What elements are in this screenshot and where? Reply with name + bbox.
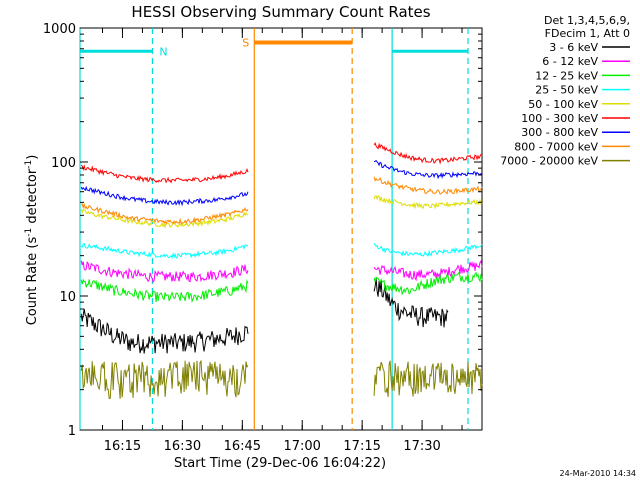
legend-entry-label: 300 - 800 keV [521,126,598,139]
x-tick-label: 17:15 [343,439,380,454]
legend-entry-label: 50 - 100 keV [528,98,598,111]
series-line-segment-2 [373,278,449,328]
legend-entry-label: 12 - 25 keV [535,69,598,82]
annotation-layer: NS [79,28,469,430]
legend-entry-label: 6 - 12 keV [542,55,598,68]
series-line-segment-1 [80,164,249,184]
plot-frame [79,27,483,431]
series-line-segment-1 [80,202,249,226]
x-axis-label: Start Time (29-Dec-06 16:04:22) [174,456,386,471]
y-axis-label-main: Count Rate (s [25,237,40,326]
plot-area: NS 16:15 16:30 16:45 17:00 17:15 17:30 110100… [43,22,483,454]
series-line-segment-2 [373,360,483,397]
series-line-segment-1 [80,208,249,229]
legend: Det 1,3,4,5,6,9, FDecim 1, Att 0 3 - 6 k… [500,14,630,168]
y-axis-label-end: ) [25,155,40,160]
y-axis-label-mid: detector [25,168,40,228]
legend-header-line-2: FDecim 1, Att 0 [545,27,630,40]
series-line-segment-1 [80,278,249,304]
series-line-segment-2 [373,195,483,210]
x-tick-label: 16:15 [104,439,141,454]
series-line-segment-2 [373,259,483,282]
series-line-segment-1 [80,242,249,260]
footer-date: 24-Mar-2010 14:34 [560,469,637,478]
legend-entry-label: 100 - 300 keV [521,112,598,125]
series-layer [80,142,483,400]
x-tick-label: 17:00 [283,439,320,454]
night-label: N [159,45,167,58]
legend-entry-label: 800 - 7000 keV [514,140,598,153]
series-line-segment-2 [374,159,483,180]
y-axis-label: Count Rate (s-1 detector-1) [24,155,40,326]
saa-label: S [242,36,249,49]
y-tick-label: 100 [51,156,76,171]
y-axis-label-sup-2: -1 [24,160,34,169]
y-tick-label: 1000 [43,22,76,37]
x-tick-label: 16:45 [224,439,261,454]
x-tick-label: 16:30 [164,439,201,454]
series-line-segment-1 [80,260,249,283]
y-axis-ticks: 1 10 100 1000 [43,22,482,439]
legend-entry-label: 7000 - 20000 keV [500,155,598,168]
series-line-segment-2 [373,176,483,195]
legend-header-line-1: Det 1,3,4,5,6,9, [544,14,630,27]
y-tick-label: 10 [59,290,76,305]
y-tick-label: 1 [68,424,76,439]
series-line-segment-2 [373,142,483,165]
series-line-segment-1 [80,359,249,400]
chart-title: HESSI Observing Summary Count Rates [131,3,430,21]
x-tick-label: 17:30 [403,439,440,454]
legend-entry-label: 25 - 50 keV [535,84,598,97]
y-axis-label-sup-1: -1 [24,228,34,237]
series-line-segment-2 [373,271,483,296]
series-line-segment-1 [80,185,249,207]
series-line-segment-1 [80,308,249,354]
x-axis-ticks: 16:15 16:30 16:45 17:00 17:15 17:30 [101,28,483,454]
series-line-segment-2 [373,242,483,257]
legend-entry-label: 3 - 6 keV [549,41,598,54]
